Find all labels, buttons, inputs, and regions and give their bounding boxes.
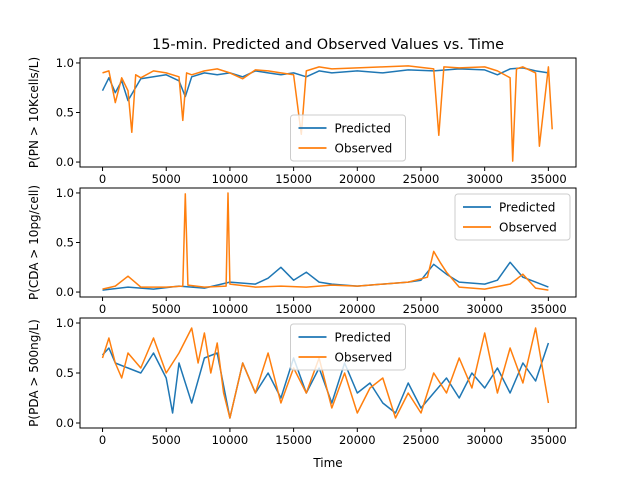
legend: Predicted Observed (454, 193, 571, 241)
y-tick-label: 1.0 (56, 186, 74, 200)
x-tick-label: 20000 (339, 302, 376, 316)
series-line-predicted (101, 342, 550, 419)
y-tick-label: 1.0 (56, 56, 74, 70)
legend-label-observed: Observed (335, 142, 393, 156)
x-tick-label: 0 (99, 172, 106, 186)
x-tick-label: 5000 (152, 302, 181, 316)
legend-label-predicted: Predicted (335, 122, 391, 136)
subplots: 0 5000 10000 15000 20000 25000 30000 35000 0.0 0.… (27, 56, 577, 447)
legend-label-predicted: Predicted (335, 331, 391, 345)
legend-label-predicted: Predicted (499, 201, 555, 215)
x-tick-label: 15000 (275, 302, 312, 316)
x-tick-label: 25000 (403, 172, 440, 186)
y-axis-label: P(CDA > 10pg/cell) (27, 185, 41, 300)
subplot-2: 0 5000 10000 15000 20000 25000 30000 35000 0.0 0.… (27, 185, 577, 316)
legend-box (290, 323, 406, 371)
y-axis-label: P(PN > 10Kcells/L) (27, 57, 41, 168)
legend-label-observed: Observed (335, 351, 393, 365)
y-tick-label: 0.5 (56, 236, 74, 250)
x-tick-label: 10000 (212, 433, 249, 447)
x-tick-label: 35000 (530, 172, 567, 186)
y-tick-label: 0.0 (56, 285, 74, 299)
x-tick-label: 30000 (466, 433, 503, 447)
x-tick-label: 35000 (530, 302, 567, 316)
x-tick-label: 10000 (212, 172, 249, 186)
x-tick-label: 30000 (466, 302, 503, 316)
x-tick-label: 5000 (152, 172, 181, 186)
x-tick-label: 0 (99, 433, 106, 447)
x-tick-label: 15000 (275, 433, 312, 447)
y-tick-label: 1.0 (56, 316, 74, 330)
x-tick-label: 20000 (339, 433, 376, 447)
chart-title: 15-min. Predicted and Observed Values vs… (152, 37, 504, 53)
x-tick-label: 10000 (212, 302, 249, 316)
series-line-observed (102, 65, 553, 162)
series-line-predicted (101, 67, 549, 102)
legend: Predicted Observed (290, 323, 406, 371)
y-tick-label: 0.5 (56, 366, 74, 380)
subplot-1: 0 5000 10000 15000 20000 25000 30000 35000 0.0 0.… (27, 56, 577, 186)
x-tick-label: 25000 (403, 433, 440, 447)
y-tick-label: 0.5 (56, 106, 74, 120)
legend-label-observed: Observed (499, 221, 557, 235)
x-tick-label: 35000 (530, 433, 567, 447)
y-tick-label: 0.0 (56, 416, 74, 430)
x-tick-label: 0 (99, 302, 106, 316)
legend: Predicted Observed (290, 114, 406, 162)
y-tick-label: 0.0 (56, 155, 74, 169)
subplot-3: 0 5000 10000 15000 20000 25000 30000 35000 0.0 0.… (27, 316, 577, 447)
legend-box (454, 193, 571, 241)
y-axis-label: P(PDA > 500ng/L) (27, 319, 41, 427)
x-tick-label: 5000 (152, 433, 181, 447)
x-tick-label: 15000 (275, 172, 312, 186)
series-line-observed (102, 192, 549, 291)
x-tick-label: 25000 (403, 302, 440, 316)
x-axis-label: Time (312, 456, 342, 470)
x-tick-label: 20000 (339, 172, 376, 186)
x-tick-label: 30000 (466, 172, 503, 186)
legend-box (290, 114, 406, 162)
